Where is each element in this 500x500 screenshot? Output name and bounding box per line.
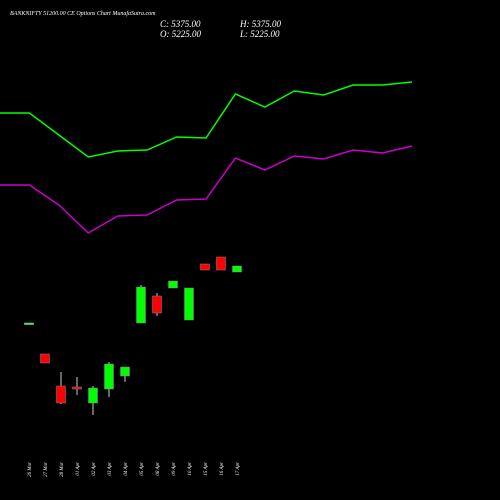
candle-body — [136, 286, 146, 324]
x-tick-label: 17 Apr — [236, 462, 241, 476]
indicator-line — [0, 81, 413, 158]
x-tick-label: 01 Apr — [76, 462, 81, 476]
candle-body — [184, 287, 194, 321]
stat-low: L: 5225.00 — [239, 29, 280, 39]
stat-high: H: 5375.00 — [239, 19, 281, 29]
candle-body — [216, 256, 226, 271]
x-tick-label: 08 Apr — [156, 462, 161, 476]
candle-body — [200, 263, 210, 271]
indicator-line — [0, 145, 413, 234]
candle-body — [120, 366, 130, 377]
candle-body — [152, 295, 162, 314]
x-tick-label: 26 Mar — [28, 462, 33, 477]
x-tick-label: 16 Apr — [220, 462, 225, 476]
stat-open: O: 5225.00 — [160, 29, 201, 39]
chart-title: BANKNIFTY 51200.00 CE Options Chart Muna… — [10, 10, 156, 17]
x-tick-label: 02 Apr — [92, 462, 97, 476]
candle-body — [40, 353, 50, 364]
x-tick-label: 03 Apr — [108, 462, 113, 476]
candle-body — [56, 385, 66, 404]
candle-body — [168, 280, 178, 289]
candle-body — [88, 387, 98, 404]
x-tick-label: 10 Apr — [188, 462, 193, 476]
stat-close: C: 5375.00 — [160, 19, 201, 29]
candle-body — [24, 322, 34, 325]
x-tick-label: 05 Apr — [140, 462, 145, 476]
x-tick-label: 09 Apr — [172, 462, 177, 476]
candle-body — [104, 363, 114, 390]
x-tick-label: 27 Mar — [44, 462, 49, 477]
x-tick-label: 04 Apr — [124, 462, 129, 476]
candle-body — [72, 386, 82, 390]
x-tick-label: 28 Mar — [60, 462, 65, 477]
x-tick-label: 15 Apr — [204, 462, 209, 476]
candle-body — [232, 265, 242, 273]
